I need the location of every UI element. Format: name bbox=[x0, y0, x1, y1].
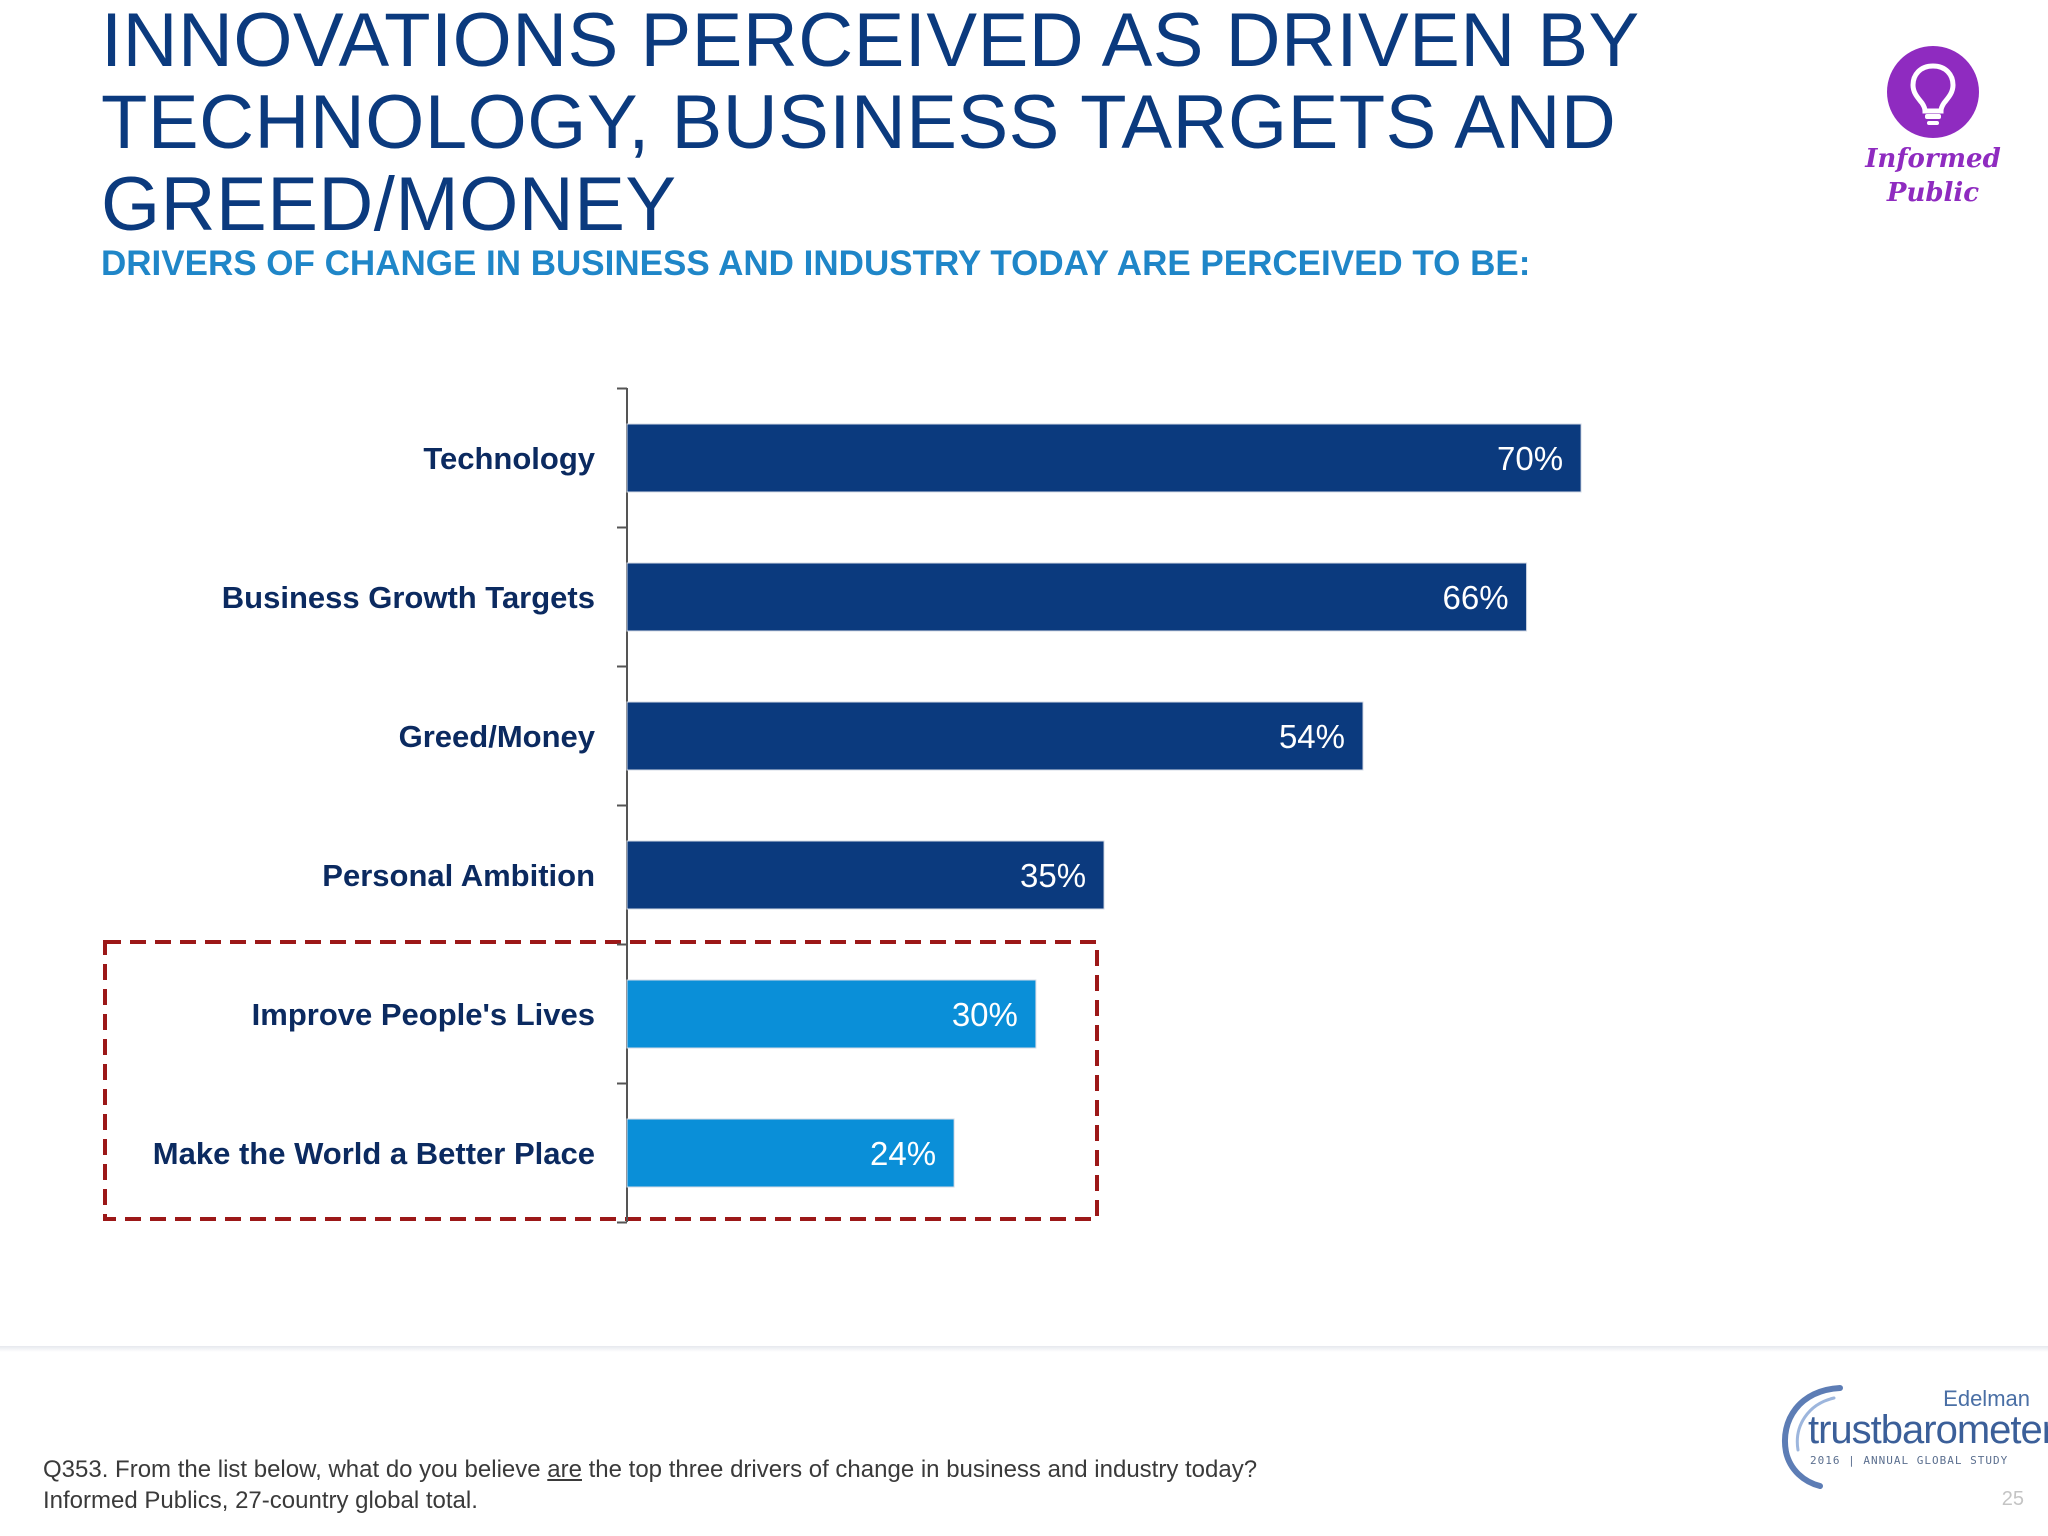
bar bbox=[626, 701, 1364, 771]
bar-value-label: 54% bbox=[1279, 718, 1345, 755]
bar bbox=[626, 840, 1105, 910]
lightbulb-icon bbox=[1887, 46, 1979, 138]
brand-company: Edelman bbox=[1943, 1386, 2030, 1411]
bar-value-label: 66% bbox=[1443, 579, 1509, 616]
brand-tagline: 2016 | ANNUAL GLOBAL STUDY bbox=[1810, 1454, 2009, 1467]
bar-value-label: 24% bbox=[870, 1135, 936, 1172]
badge-label: Informed Public bbox=[1865, 144, 2001, 208]
page-subtitle: DRIVERS OF CHANGE IN BUSINESS AND INDUST… bbox=[101, 244, 1531, 283]
bar-value-label: 70% bbox=[1497, 440, 1563, 477]
footer-divider bbox=[0, 1346, 2048, 1352]
bar bbox=[626, 562, 1528, 632]
footnote-underlined-word: are bbox=[547, 1456, 582, 1483]
brand-logo: Edelman trustbarometer 2016 | ANNUAL GLO… bbox=[1770, 1380, 2048, 1489]
bar bbox=[626, 423, 1582, 493]
informed-public-badge: Informed Public bbox=[1858, 46, 2008, 210]
category-label: Business Growth Targets bbox=[222, 580, 595, 615]
bar-value-label: 30% bbox=[952, 996, 1018, 1033]
category-label: Personal Ambition bbox=[322, 858, 595, 893]
bar-chart: 70% Technology 66% Business Growth Targets 5… bbox=[103, 387, 1582, 1224]
bar-value-label: 35% bbox=[1020, 857, 1086, 894]
category-label: Technology bbox=[423, 441, 595, 476]
category-label: Improve People's Lives bbox=[252, 997, 595, 1032]
footnote-text-end: the top three drivers of change in busin… bbox=[43, 1456, 1258, 1514]
bar bbox=[626, 979, 1037, 1049]
footnote: Q353. From the list below, what do you b… bbox=[43, 1454, 1343, 1516]
page-number: 25 bbox=[2001, 1488, 2024, 1510]
category-label: Greed/Money bbox=[399, 719, 596, 754]
brand-product: trustbarometer bbox=[1808, 1408, 2048, 1452]
footnote-text-start: Q353. From the list below, what do you b… bbox=[43, 1456, 548, 1483]
highlight-box bbox=[103, 940, 1099, 1221]
brand-arc-icon bbox=[1782, 1385, 1843, 1489]
category-label: Make the World a Better Place bbox=[153, 1136, 595, 1171]
bar bbox=[626, 1118, 955, 1188]
page-title: INNOVATIONS PERCEIVED AS DRIVEN BY TECHN… bbox=[101, 0, 1639, 247]
